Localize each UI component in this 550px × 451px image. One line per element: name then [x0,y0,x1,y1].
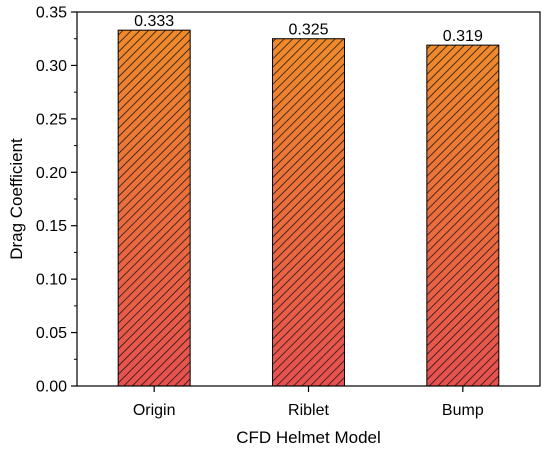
y-tick-label: 0.10 [36,272,67,289]
y-tick-label: 0.00 [36,379,67,396]
x-axis-title: CFD Helmet Model [236,428,381,447]
x-axis-ticks: Origin Riblet Bump [133,386,484,419]
data-label-riblet: 0.325 [288,22,328,39]
x-tick-label-bump: Bump [442,402,484,419]
y-tick-label: 0.05 [36,325,67,342]
y-axis-ticks: 0.00 0.05 0.10 0.15 0.20 0.25 0.30 0.35 [36,5,77,396]
y-tick-label: 0.25 [36,111,67,128]
data-label-bump: 0.319 [443,28,483,45]
bar-riblet [272,38,345,387]
y-axis-title: Drag Coefficient [7,138,26,260]
data-label-origin: 0.333 [134,13,174,30]
x-tick-label-origin: Origin [133,402,176,419]
bar-bump [426,44,500,387]
y-tick-label: 0.15 [36,218,67,235]
y-tick-label: 0.20 [36,165,67,182]
bar-origin [117,29,191,387]
bar-hatch [426,44,500,387]
y-tick-label: 0.35 [36,5,67,22]
data-labels-layer: 0.333 0.325 0.319 [134,13,483,45]
bars-layer [117,29,500,387]
x-tick-label-riblet: Riblet [288,402,329,419]
y-tick-label: 0.30 [36,58,67,75]
bar-hatch [117,29,191,387]
bar-hatch [272,38,345,387]
